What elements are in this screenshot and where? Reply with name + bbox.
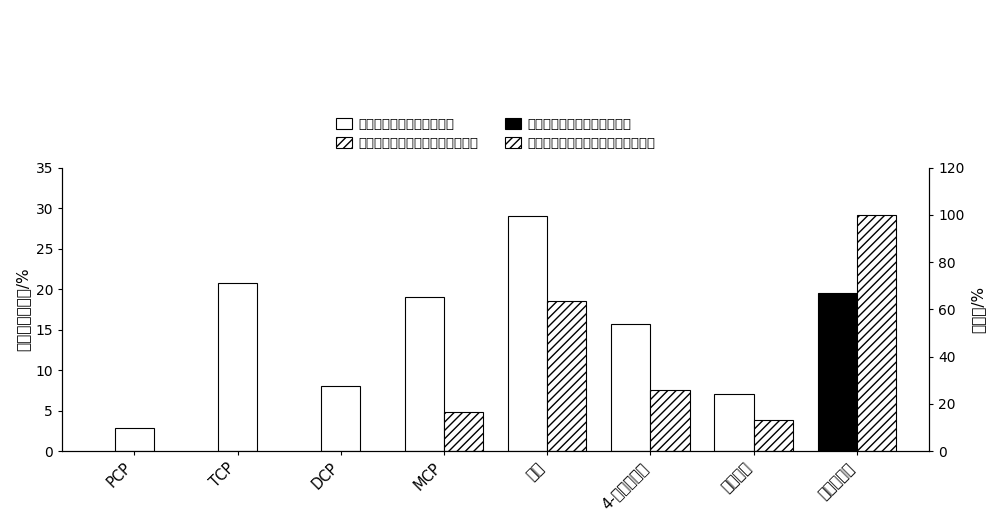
Y-axis label: 降解率/%: 降解率/% bbox=[970, 286, 985, 333]
Bar bbox=[508, 217, 547, 451]
Legend: 一级处理罐出水口总酚种类, 再循环一级处理罐出水口总酚种类, 二级处理罐出水口总酚降解率, 再循环二级处理罐出水口总酚降解率: 一级处理罐出水口总酚种类, 再循环一级处理罐出水口总酚种类, 二级处理罐出水口总… bbox=[331, 112, 661, 155]
Bar bbox=[115, 428, 154, 451]
Y-axis label: 摸尔含量百分比/%: 摸尔含量百分比/% bbox=[15, 268, 30, 352]
Bar bbox=[754, 421, 793, 451]
Bar bbox=[444, 412, 483, 451]
Bar bbox=[714, 394, 754, 451]
Bar bbox=[405, 297, 444, 451]
Bar bbox=[857, 215, 896, 451]
Bar bbox=[818, 293, 857, 451]
Bar bbox=[547, 301, 586, 451]
Bar bbox=[611, 324, 650, 451]
Bar bbox=[321, 386, 360, 451]
Bar bbox=[650, 391, 690, 451]
Bar bbox=[218, 282, 257, 451]
